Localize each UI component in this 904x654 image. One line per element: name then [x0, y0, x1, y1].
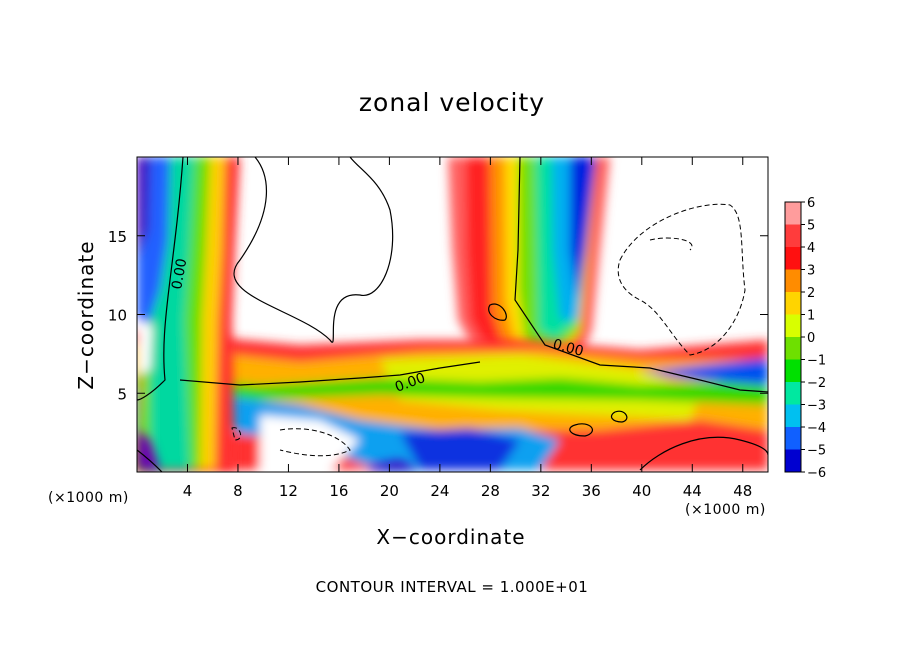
- colorbar-label: 1: [807, 309, 815, 324]
- colorbar-label: 2: [807, 286, 815, 301]
- colorbar-swatch: [785, 247, 801, 270]
- colorbar-label: −4: [807, 421, 826, 436]
- x-axis-label-text: X−coordinate: [376, 525, 526, 549]
- x-tick-label: 40: [632, 482, 651, 500]
- colorbar-label: 5: [807, 219, 815, 234]
- x-tick-label: 12: [279, 482, 298, 500]
- colorbar-swatch: [785, 382, 801, 405]
- colorbar-label: 0: [807, 331, 815, 346]
- x-tick-label: 44: [683, 482, 702, 500]
- x-axis-label: X−coordinate: [0, 525, 904, 549]
- x-tick-label: 16: [329, 482, 348, 500]
- colorbar-label: 3: [807, 264, 815, 279]
- x-tick-label: 28: [481, 482, 500, 500]
- contour-label-right: 0.00: [551, 336, 585, 360]
- colorbar-label: −2: [807, 376, 826, 391]
- colorbar-swatch: [785, 337, 801, 360]
- colorbar-swatch: [785, 427, 801, 450]
- y-tick-label: 15: [108, 228, 127, 246]
- colorbar-swatch: [785, 224, 801, 248]
- colorbar-swatch: [785, 269, 801, 293]
- x-tick-label: 24: [430, 482, 449, 500]
- colorbar: 6 5 4 3 2 1 0 −1 −2 −3 −4 −5 −6: [784, 196, 826, 481]
- x-tick-label: 8: [233, 482, 243, 500]
- x-axis: 4 8 12 16 20 24 28 32 36 40 44 48: [183, 157, 752, 500]
- colorbar-swatch: [785, 359, 801, 383]
- y-axis-label: Z−coordinate: [74, 240, 98, 390]
- colorbar-label: −6: [807, 466, 826, 481]
- x-tick-label: 36: [582, 482, 601, 500]
- x-tick-label: 20: [380, 482, 399, 500]
- x-tick-label: 4: [183, 482, 193, 500]
- z-unit-label: (×1000 m): [48, 490, 129, 506]
- colorbar-swatch: [785, 449, 801, 473]
- colorbar-label: −1: [807, 354, 826, 369]
- x-tick-label: 48: [733, 482, 752, 500]
- colorbar-label: 6: [807, 196, 815, 211]
- colorbar-label: −3: [807, 399, 826, 414]
- contour-label-left: 0.00: [169, 257, 190, 290]
- chart-title: zonal velocity: [358, 88, 546, 117]
- x-unit-label: (×1000 m): [685, 502, 766, 518]
- colorbar-swatch: [785, 314, 801, 338]
- colorbar-label: −5: [807, 444, 826, 459]
- contour-interval-note: CONTOUR INTERVAL = 1.000E+01: [315, 578, 589, 596]
- colorbar-swatch: [785, 292, 801, 315]
- y-axis: 5 10 15: [108, 228, 768, 403]
- y-tick-label: 10: [108, 307, 127, 325]
- colorbar-swatch: [785, 202, 801, 225]
- colorbar-label: 4: [807, 241, 815, 256]
- y-tick-label: 5: [117, 385, 127, 403]
- colorbar-swatch: [785, 404, 801, 428]
- heatmap-field: 0.00 0.00 0.00: [137, 157, 768, 472]
- x-tick-label: 32: [531, 482, 550, 500]
